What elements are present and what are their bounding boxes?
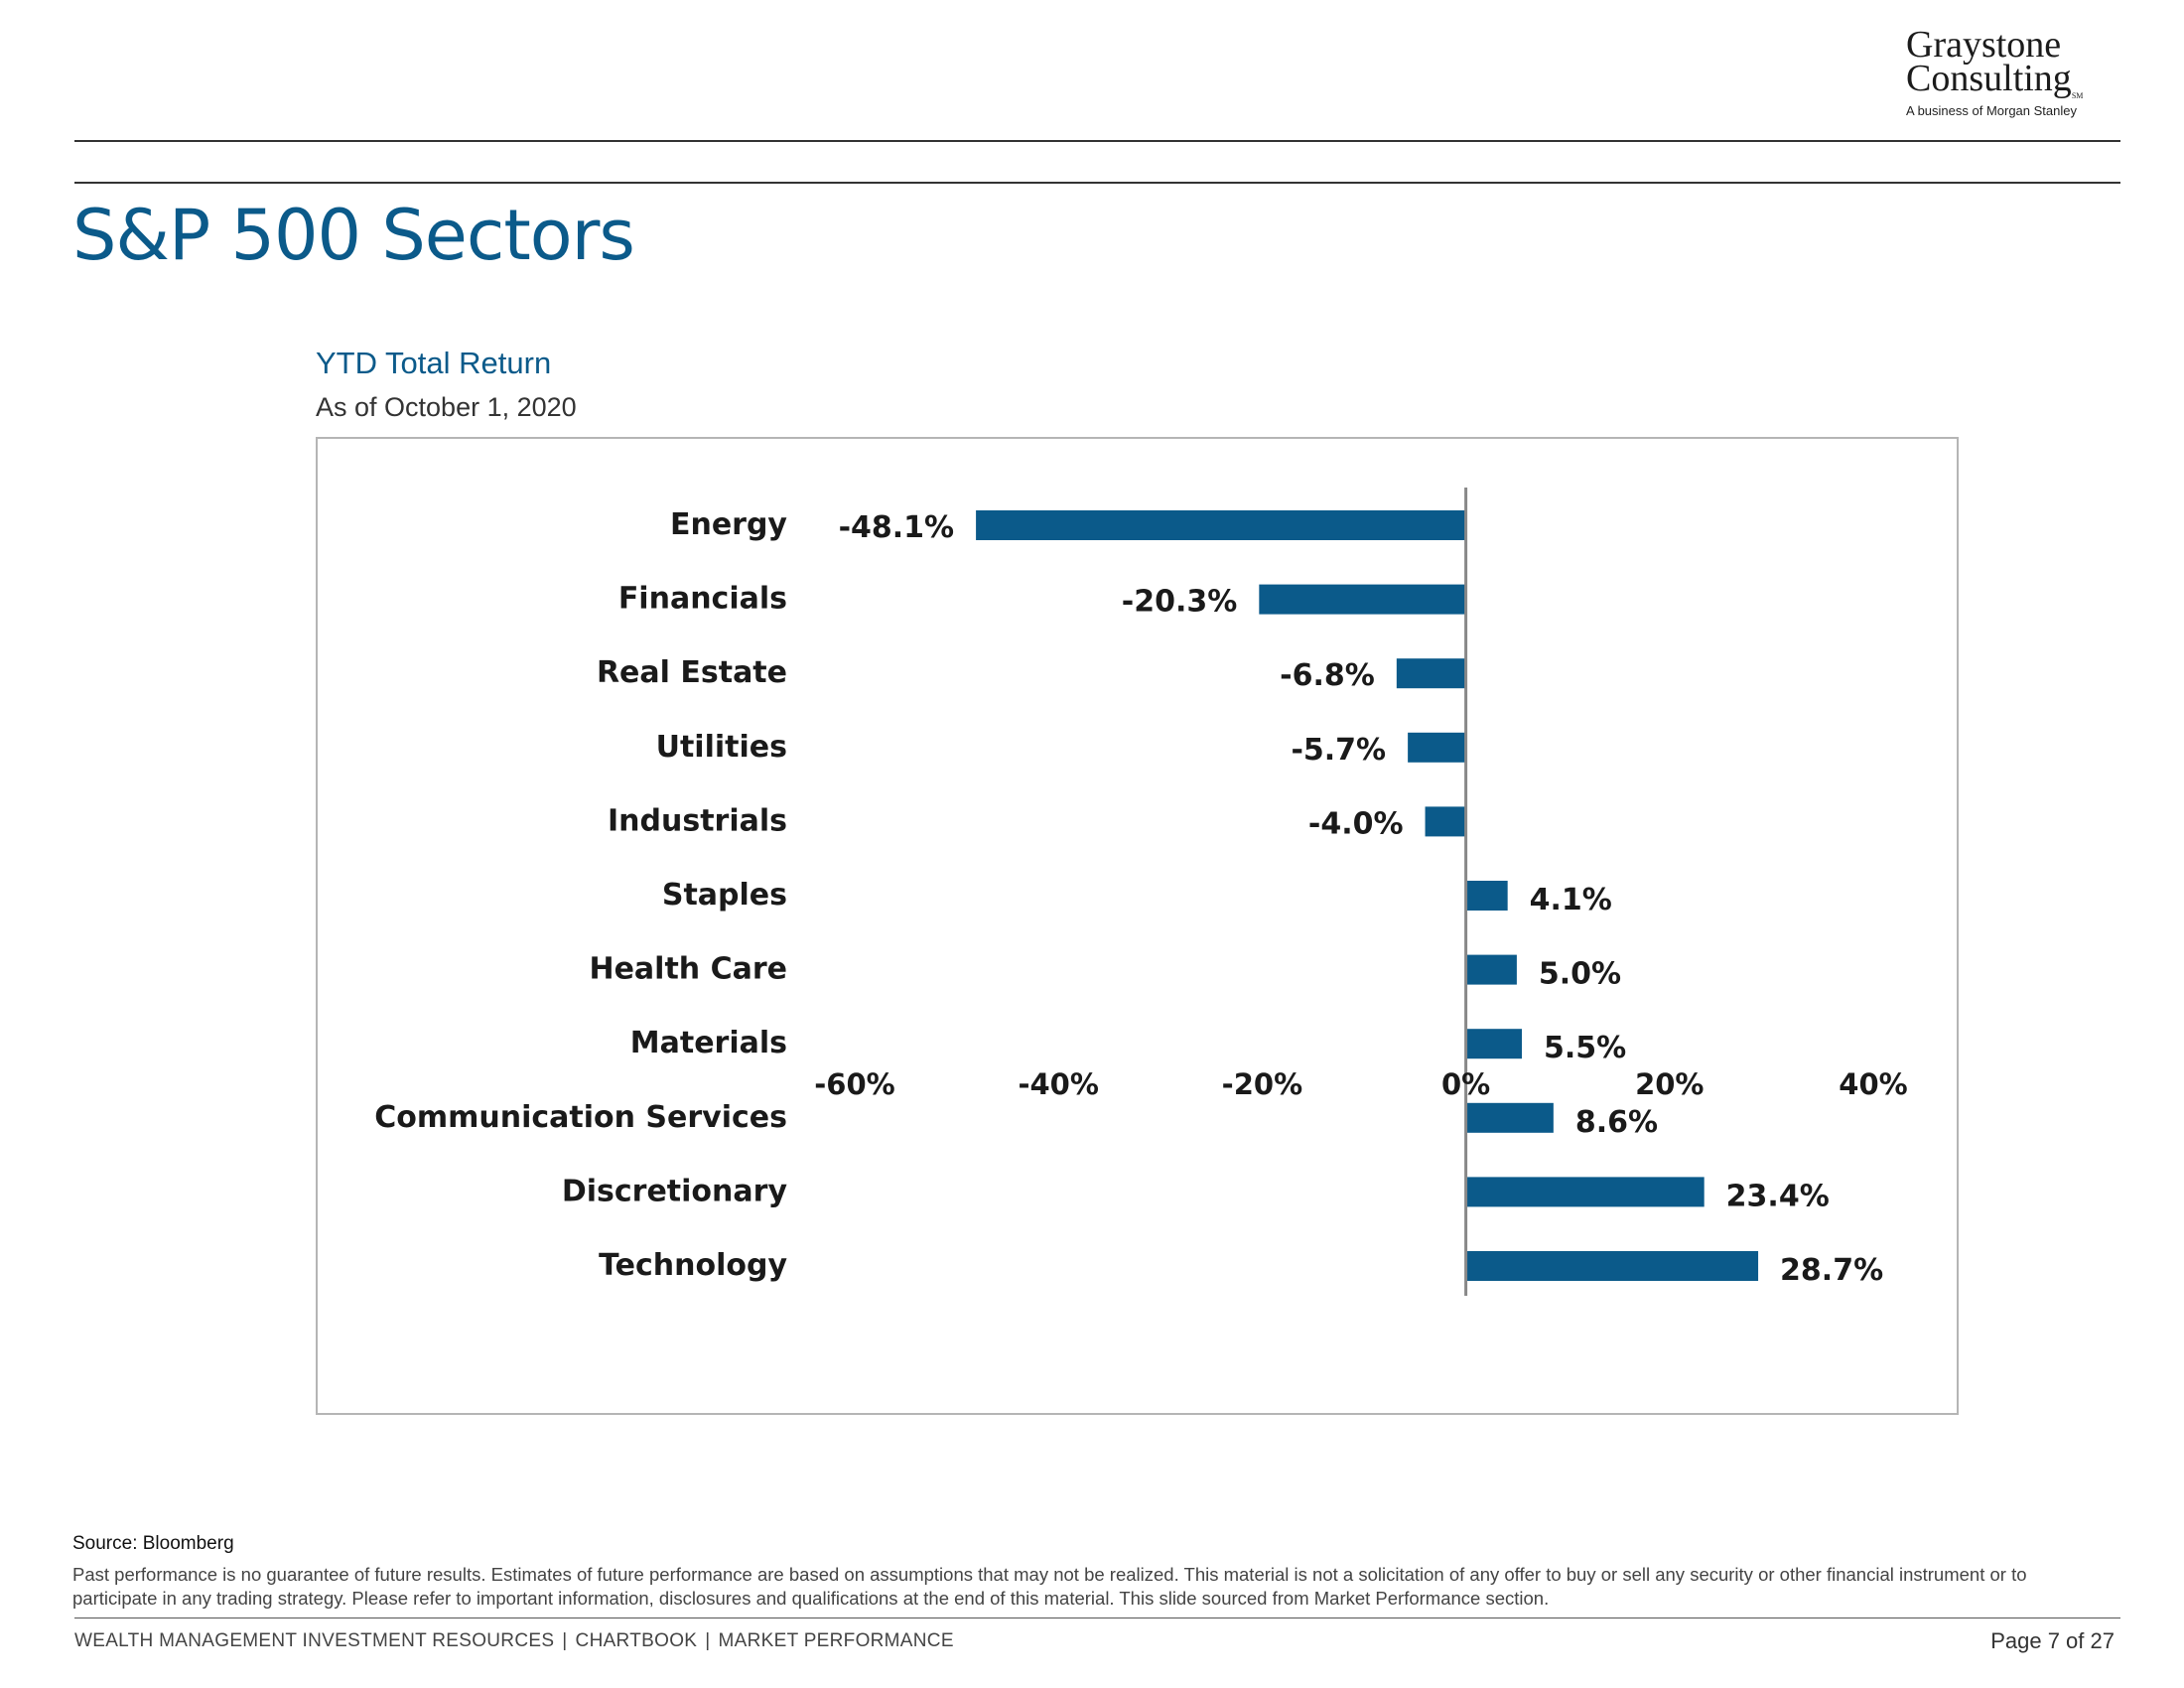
bar-discretionary (1465, 1177, 1705, 1207)
logo-wordmark-text: Consulting (1906, 58, 2072, 99)
data-label: 23.4% (1726, 1179, 1830, 1213)
bar-financials (1259, 584, 1466, 615)
x-tick-label: 0% (1441, 1067, 1490, 1101)
category-label-energy: Energy (670, 507, 787, 542)
logo-wordmark-line1: Graystone (1906, 24, 2062, 66)
category-label-materials: Materials (630, 1026, 787, 1060)
category-label-communication-services: Communication Services (374, 1100, 787, 1135)
source-note: Source: Bloomberg (72, 1533, 234, 1554)
category-label-technology: Technology (599, 1248, 787, 1283)
bar-staples (1465, 881, 1508, 911)
chart-title: YTD Total Return (316, 346, 552, 380)
footer-nav-wealth-management[interactable]: WEALTH MANAGEMENT INVESTMENT RESOURCES (74, 1630, 555, 1651)
data-label: -48.1% (839, 510, 955, 545)
footer-separator: | (705, 1630, 711, 1651)
page-number: Page 7 of 27 (1990, 1628, 2115, 1653)
bar-materials (1465, 1029, 1523, 1059)
footer-separator: | (562, 1630, 568, 1651)
category-label-staples: Staples (662, 878, 787, 913)
sector-returns-bar-chart: Energy -48.1% Financials -20.3% Real Estate -… (374, 488, 1908, 1296)
x-tick-label: -60% (814, 1067, 894, 1101)
data-label: -4.0% (1308, 806, 1404, 841)
logo-wordmark-line2: ConsultingSM (1906, 60, 2115, 100)
data-label: 4.1% (1530, 883, 1612, 917)
data-label: -20.3% (1122, 585, 1238, 620)
chart-frame: Energy -48.1% Financials -20.3% Real Estate -… (316, 437, 1959, 1415)
footer-breadcrumb: WEALTH MANAGEMENT INVESTMENT RESOURCES | C… (74, 1630, 954, 1652)
service-mark: SM (2071, 91, 2084, 100)
bar-health-care (1465, 954, 1517, 985)
category-label-financials: Financials (618, 582, 787, 617)
bar-communication-services (1465, 1102, 1554, 1133)
category-label-health-care: Health Care (589, 952, 787, 987)
logo-tagline: A business of Morgan Stanley (1906, 103, 2077, 118)
bar-real-estate (1396, 658, 1466, 689)
graystone-logo: Graystone ConsultingSM A business of Mor… (1906, 24, 2115, 118)
category-label-utilities: Utilities (656, 730, 787, 765)
category-label-discretionary: Discretionary (562, 1174, 788, 1208)
data-label: 5.5% (1544, 1031, 1626, 1065)
disclaimer-text: Past performance is no guarantee of futu… (72, 1564, 2027, 1609)
footer-nav-chartbook[interactable]: CHARTBOOK (575, 1630, 698, 1651)
x-tick-label: -40% (1018, 1067, 1098, 1101)
data-label: -5.7% (1291, 733, 1386, 768)
bar-utilities (1408, 732, 1466, 763)
bar-energy (976, 510, 1466, 540)
x-tick-label: 20% (1635, 1067, 1704, 1101)
chart-subtitle: As of October 1, 2020 (316, 392, 577, 422)
header-divider-bottom (74, 182, 2120, 184)
x-tick-label: -20% (1222, 1067, 1302, 1101)
data-label: -6.8% (1280, 658, 1375, 693)
header-divider-top (74, 140, 2120, 142)
data-label: 5.0% (1539, 957, 1621, 992)
data-label: 8.6% (1575, 1105, 1658, 1140)
page-title: S&P 500 Sectors (72, 195, 635, 276)
bar-technology (1465, 1251, 1759, 1281)
data-label: 28.7% (1780, 1253, 1883, 1288)
footer-nav-market-performance[interactable]: MARKET PERFORMANCE (718, 1630, 954, 1651)
category-label-industrials: Industrials (608, 803, 787, 838)
bar-industrials (1425, 806, 1466, 837)
category-label-real-estate: Real Estate (597, 655, 787, 690)
x-tick-label: 40% (1839, 1067, 1907, 1101)
